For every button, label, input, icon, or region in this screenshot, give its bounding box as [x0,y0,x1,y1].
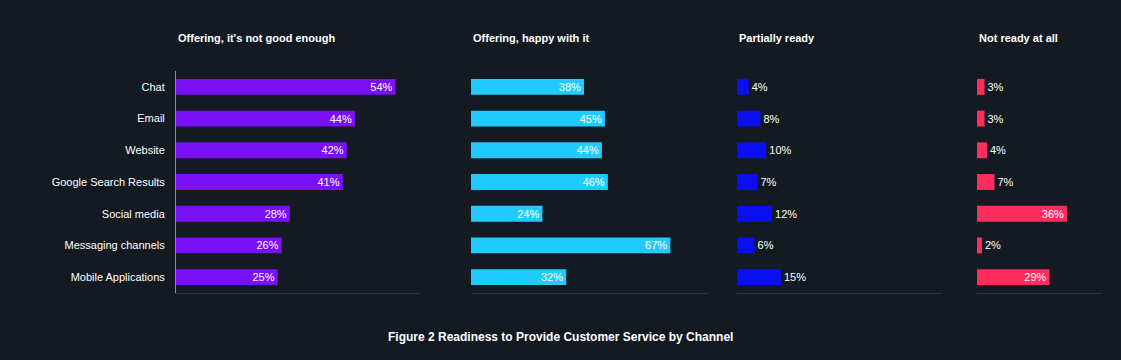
svg-text:7%: 7% [997,176,1013,188]
svg-text:25%: 25% [252,271,274,283]
svg-text:38%: 38% [559,81,581,93]
svg-text:7%: 7% [760,176,776,188]
svg-text:26%: 26% [256,239,278,251]
svg-text:12%: 12% [775,208,797,220]
svg-text:10%: 10% [769,144,791,156]
svg-text:8%: 8% [763,113,779,125]
svg-text:46%: 46% [583,176,605,188]
svg-text:3%: 3% [987,113,1003,125]
svg-text:44%: 44% [330,113,352,125]
svg-text:Email: Email [137,112,165,124]
svg-text:Website: Website [125,144,165,156]
svg-text:Offering, happy with it: Offering, happy with it [473,32,589,44]
svg-text:24%: 24% [517,208,539,220]
svg-text:3%: 3% [987,81,1003,93]
svg-text:42%: 42% [322,144,344,156]
svg-text:32%: 32% [541,271,563,283]
svg-text:41%: 41% [317,176,339,188]
svg-text:Mobile Applications: Mobile Applications [71,271,166,283]
svg-text:Partially ready: Partially ready [739,32,815,44]
svg-text:45%: 45% [580,113,602,125]
svg-text:Not ready at all: Not ready at all [979,32,1058,44]
svg-text:Google Search Results: Google Search Results [52,176,166,188]
svg-text:Offering, it's not good enough: Offering, it's not good enough [178,32,335,44]
svg-text:44%: 44% [577,144,599,156]
svg-text:67%: 67% [645,239,667,251]
svg-text:6%: 6% [758,239,774,251]
svg-text:36%: 36% [1042,208,1064,220]
svg-text:15%: 15% [784,271,806,283]
svg-text:2%: 2% [985,239,1001,251]
svg-text:4%: 4% [752,81,768,93]
svg-text:Figure 2 Readiness to Provide: Figure 2 Readiness to Provide Customer S… [388,330,733,344]
svg-text:4%: 4% [990,144,1006,156]
svg-text:29%: 29% [1024,271,1046,283]
svg-text:54%: 54% [370,81,392,93]
svg-text:Messaging channels: Messaging channels [65,239,166,251]
svg-text:Chat: Chat [142,81,165,93]
svg-text:28%: 28% [265,208,287,220]
svg-text:Social media: Social media [102,208,166,220]
